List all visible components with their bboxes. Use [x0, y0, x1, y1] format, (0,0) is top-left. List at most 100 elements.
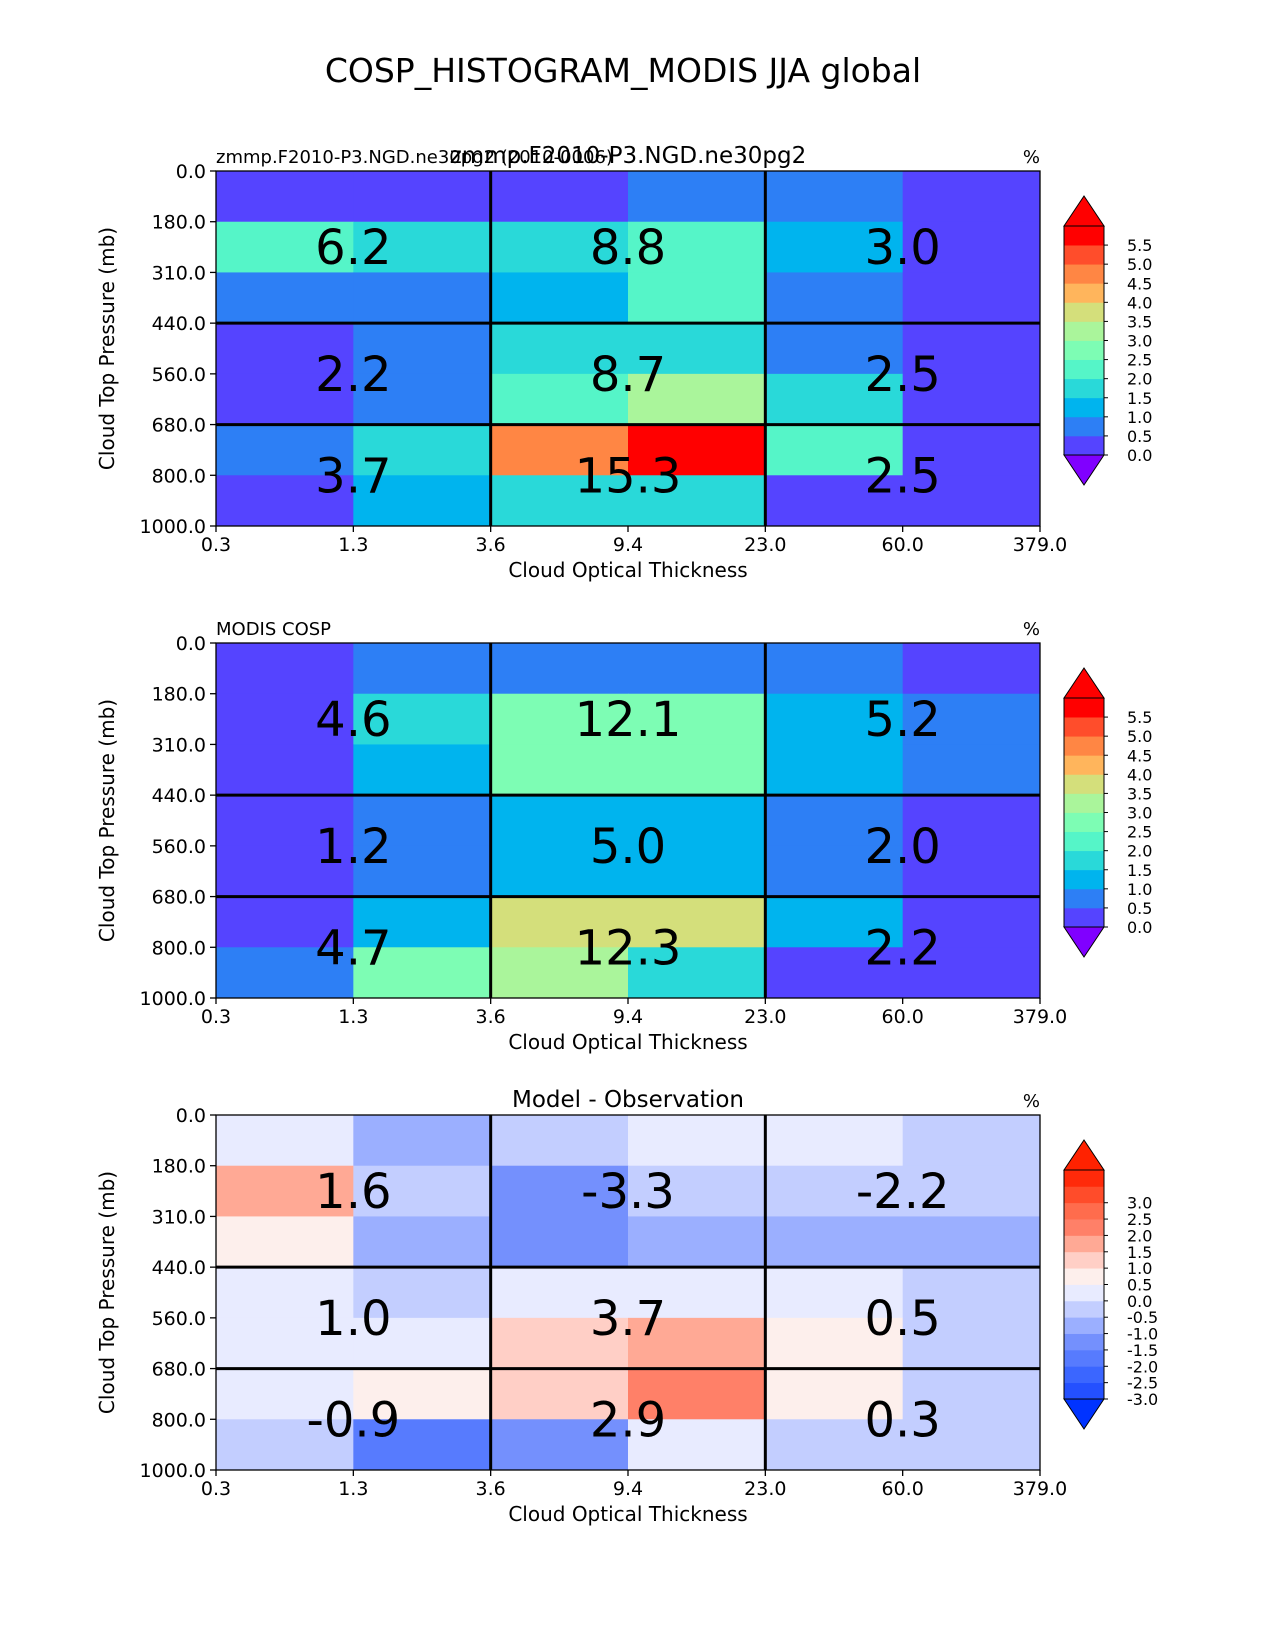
heatmap-cell — [216, 1317, 354, 1370]
colorbar-extend-over — [1063, 667, 1105, 699]
heatmap-cell — [628, 323, 766, 375]
box-value-label: 2.9 — [590, 1392, 666, 1448]
heatmap-cell — [216, 475, 354, 527]
y-tick-label: 1000.0 — [140, 988, 206, 1010]
y-tick-label: 560.0 — [152, 836, 206, 858]
heatmap-cell — [902, 272, 1041, 324]
heatmap-cell — [216, 424, 354, 476]
panel-left-label: MODIS COSP — [216, 619, 331, 640]
colorbar-tick-label: -1.5 — [1127, 1341, 1158, 1360]
heatmap-cell — [353, 1216, 492, 1268]
heatmap-cell — [353, 323, 492, 375]
heatmap-cell — [902, 795, 1041, 847]
y-tick-label: 1000.0 — [140, 1460, 206, 1482]
x-tick-label: 23.0 — [744, 1006, 786, 1028]
heatmap-cell — [216, 744, 354, 796]
heatmap-cell — [216, 373, 354, 426]
colorbar-tick-label: 5.0 — [1127, 255, 1152, 274]
heatmap-cell — [490, 221, 629, 273]
colorbar-segment — [1064, 1300, 1104, 1318]
y-tick-label: 440.0 — [152, 785, 206, 807]
heatmap-cell — [902, 947, 1041, 999]
x-tick-label: 9.4 — [613, 534, 643, 556]
heatmap-cell — [765, 272, 904, 324]
heatmap-cell — [216, 221, 354, 273]
colorbar-segment — [1064, 907, 1104, 928]
heatmap-cell — [353, 947, 492, 999]
heatmap-cell — [216, 1165, 354, 1217]
heatmap-cell — [765, 845, 904, 898]
box-value-label: 5.2 — [864, 692, 940, 748]
heatmap-cell — [353, 272, 492, 324]
colorbar-segment — [1064, 888, 1104, 909]
colorbar-segment — [1064, 435, 1104, 456]
y-tick-label: 440.0 — [152, 313, 206, 335]
heatmap-cell — [628, 896, 766, 948]
x-tick-label: 0.3 — [201, 1478, 231, 1500]
panel-title: zmmp.F2010-P3.NGD.ne30pg2 — [450, 143, 807, 169]
colorbar-segment — [1064, 264, 1104, 284]
box-value-label: 2.0 — [864, 819, 940, 875]
y-axis-label: Cloud Top Pressure (mb) — [95, 1171, 119, 1414]
heatmap-panel-1: 6.2 8.8 3.0 2.2 8.7 2.5 3.7 15.3 2.5 0.3 1.3 3.6 9.4… — [95, 143, 1152, 582]
heatmap-cell — [353, 373, 492, 426]
colorbar-segment — [1064, 416, 1104, 437]
colorbar-tick-label: 2.0 — [1127, 370, 1152, 389]
box-value-label: 3.0 — [864, 220, 940, 276]
y-tick-label: 180.0 — [152, 212, 206, 234]
heatmap-cell — [353, 795, 492, 847]
box-value-label: 4.6 — [315, 692, 391, 748]
colorbar: -3.0-2.5-2.0-1.5-1.0-0.50.00.51.01.52.02… — [1063, 1139, 1158, 1430]
heatmap-cell — [353, 171, 492, 223]
box-value-label: -0.9 — [307, 1392, 401, 1448]
colorbar-tick-label: 1.5 — [1127, 389, 1152, 408]
heatmap-cell — [216, 1267, 354, 1319]
heatmap-cell — [902, 845, 1041, 898]
heatmap-cell — [765, 1317, 904, 1370]
box-value-label: 0.5 — [864, 1291, 940, 1347]
y-tick-label: 800.0 — [152, 1409, 206, 1431]
heatmap-cell — [902, 1368, 1041, 1420]
colorbar-segment — [1064, 1317, 1104, 1334]
heatmap-cell — [216, 643, 354, 695]
colorbar-segment — [1064, 1186, 1104, 1204]
colorbar-tick-label: 5.0 — [1127, 727, 1152, 746]
colorbar-extend-over — [1063, 1139, 1105, 1171]
colorbar-tick-label: 1.0 — [1127, 1259, 1152, 1278]
x-tick-label: 0.3 — [201, 1006, 231, 1028]
colorbar-tick-label: 0.0 — [1127, 446, 1152, 465]
heatmap-cell — [902, 643, 1041, 695]
heatmap-cell — [765, 373, 904, 426]
heatmap-cell — [765, 1368, 904, 1420]
heatmap-cell — [765, 1165, 904, 1217]
heatmap-cell — [353, 845, 492, 898]
heatmap-cell — [628, 171, 766, 223]
y-tick-label: 1000.0 — [140, 516, 206, 538]
heatmap-cell — [353, 896, 492, 948]
heatmap-cell — [628, 373, 766, 426]
colorbar-tick-label: -0.5 — [1127, 1308, 1158, 1327]
heatmap-cell — [765, 643, 904, 695]
heatmap-cell — [902, 424, 1041, 476]
colorbar-segment — [1064, 378, 1104, 399]
x-tick-label: 9.4 — [613, 1006, 643, 1028]
colorbar-tick-label: 0.5 — [1127, 899, 1152, 918]
x-tick-label: 60.0 — [882, 1006, 924, 1028]
heatmap-cell — [628, 475, 766, 527]
colorbar-segment — [1064, 1268, 1104, 1285]
colorbar-tick-label: 0.0 — [1127, 918, 1152, 937]
box-value-label: 1.2 — [315, 819, 391, 875]
colorbar-segment — [1064, 869, 1104, 890]
box-value-label: 1.0 — [315, 1291, 391, 1347]
heatmap-cell — [216, 1419, 354, 1471]
box-value-label: 2.5 — [864, 347, 940, 403]
x-axis-label: Cloud Optical Thickness — [508, 558, 747, 582]
colorbar-tick-label: 4.5 — [1127, 746, 1152, 765]
heatmap-cell — [765, 744, 904, 796]
colorbar-extend-under — [1063, 926, 1105, 958]
colorbar-segment — [1064, 736, 1104, 756]
colorbar: 0.00.51.01.52.02.53.03.54.04.55.05.5 — [1063, 195, 1152, 486]
heatmap-cell — [902, 1115, 1041, 1167]
heatmap-cell — [490, 1267, 629, 1319]
heatmap-cell — [628, 424, 766, 476]
